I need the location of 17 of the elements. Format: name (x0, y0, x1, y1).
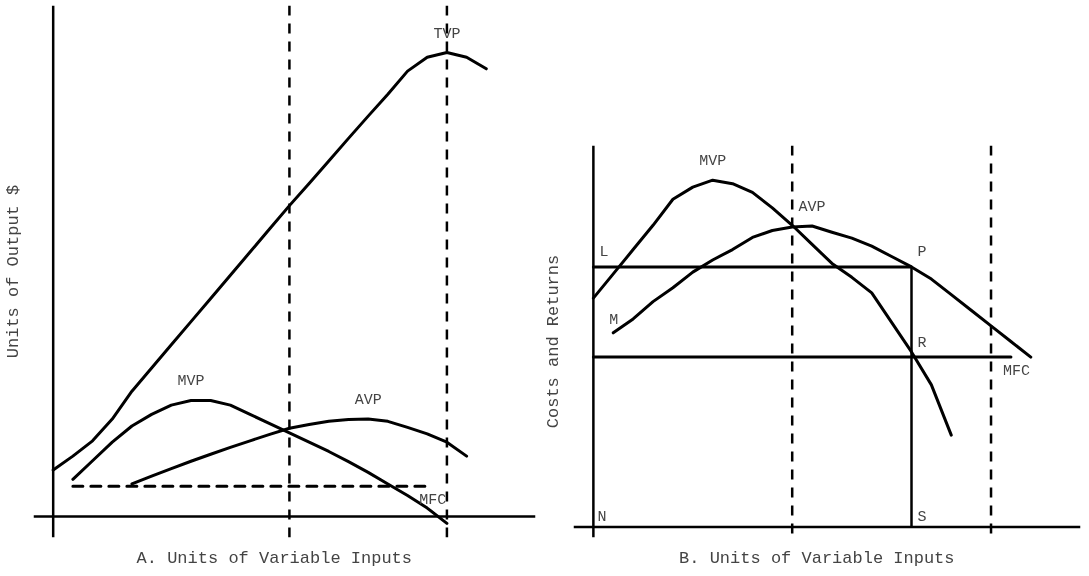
series-label: MFC (419, 491, 447, 509)
series-label: TVP (433, 25, 461, 43)
series-label: AVP (798, 198, 826, 216)
series-label: MFC (1002, 362, 1030, 380)
x-axis-title: B. Units of Variable Inputs (679, 548, 955, 568)
annotation: N (597, 508, 607, 526)
series-label: MVP (699, 153, 727, 171)
annotation: R (917, 334, 927, 352)
y-axis-title: Units of Output $ (3, 184, 23, 359)
annotation: M (609, 312, 619, 330)
annotation: S (917, 508, 927, 526)
x-axis-title: A. Units of Variable Inputs (136, 548, 413, 568)
annotation: P (917, 244, 927, 262)
series-label: MVP (177, 373, 205, 391)
y-axis-title: Costs and Returns (543, 254, 563, 429)
annotation: L (599, 244, 609, 262)
series-label: AVP (354, 392, 382, 410)
